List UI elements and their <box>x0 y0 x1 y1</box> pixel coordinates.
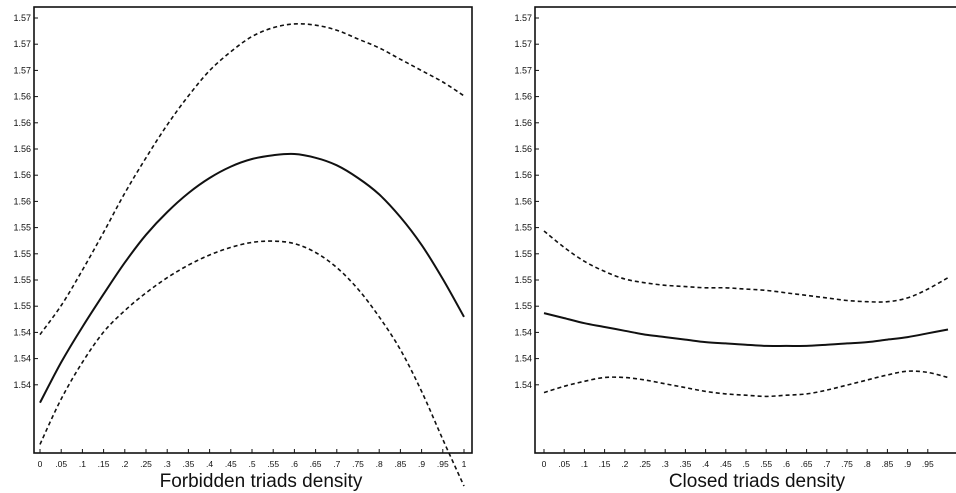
closed-triads-panel: 0 .05 .1 .15 .2 .25 .3 .35 .4 .45 .5 .55 .6 .65 .7 .75.… <box>514 6 956 492</box>
y-tick-label: 1.54 <box>514 380 532 390</box>
y-tick-label: 1.57 <box>13 65 31 75</box>
x-tick-label: .8 <box>376 459 383 469</box>
x-tick-label: .05 <box>558 459 570 469</box>
y-tick-label: 1.56 <box>514 170 532 180</box>
x-tick-label: .25 <box>140 459 152 469</box>
estimate-line <box>543 312 949 347</box>
x-tick-label: .45 <box>720 459 732 469</box>
x-tick-label: .65 <box>801 459 813 469</box>
x-tick-label: .3 <box>662 459 669 469</box>
x-tick-label: .7 <box>823 459 830 469</box>
y-tick-label: 1.56 <box>13 196 31 206</box>
series-group <box>543 230 949 398</box>
x-tick-label: .55 <box>267 459 279 469</box>
y-tick-label: 1.56 <box>13 118 31 128</box>
x-tick-label: .45 <box>225 459 237 469</box>
tick-group: 0 .05 .1 .15 .2 .25 .3 .35 .4 .45 .5 .55 .6 .65 .7 .75.… <box>514 13 934 469</box>
x-tick-label: .1 <box>79 459 86 469</box>
x-tick-label: .85 <box>394 459 406 469</box>
x-tick-label: .95 <box>437 459 449 469</box>
y-tick-label: 1.54 <box>13 327 31 337</box>
y-tick-label: 1.55 <box>514 223 532 233</box>
x-tick-label: .8 <box>864 459 871 469</box>
y-tick-label: 1.56 <box>13 144 31 154</box>
y-tick-label: 1.56 <box>13 170 31 180</box>
x-tick-label: .35 <box>182 459 194 469</box>
lower-bound-line <box>39 240 465 487</box>
x-tick-label: .75 <box>352 459 364 469</box>
lower-bound-line <box>543 370 949 398</box>
x-tick-label: .6 <box>291 459 298 469</box>
x-tick-label: 0 <box>38 459 43 469</box>
x-tick-label: .65 <box>310 459 322 469</box>
x-tick-label: .4 <box>206 459 213 469</box>
x-tick-label: .5 <box>742 459 749 469</box>
y-tick-label: 1.56 <box>514 196 532 206</box>
y-tick-label: 1.55 <box>13 249 31 259</box>
y-tick-label: 1.57 <box>514 65 532 75</box>
y-tick-label: 1.55 <box>13 301 31 311</box>
x-tick-label: 1 <box>462 459 467 469</box>
y-tick-label: 1.55 <box>13 275 31 285</box>
y-tick-label: 1.55 <box>514 301 532 311</box>
plot-frame <box>33 6 473 454</box>
y-tick-label: 1.57 <box>13 13 31 23</box>
upper-bound-line <box>543 230 949 303</box>
y-tick-label: 1.56 <box>514 144 532 154</box>
tick-group: 0 .05 .1 .15 .2 .25 .3 .35 .4 .45 .5 .55 .6 .65 .7 .75.… <box>13 13 466 469</box>
x-tick-label: .35 <box>679 459 691 469</box>
x-tick-label: .85 <box>881 459 893 469</box>
y-tick-label: 1.56 <box>13 92 31 102</box>
x-tick-label: .7 <box>333 459 340 469</box>
y-tick-label: 1.55 <box>514 249 532 259</box>
y-tick-label: 1.56 <box>514 92 532 102</box>
y-tick-label: 1.57 <box>514 39 532 49</box>
x-tick-label: .4 <box>702 459 709 469</box>
plot-frame <box>534 6 956 454</box>
y-tick-label: 1.54 <box>514 354 532 364</box>
y-tick-label: 1.55 <box>13 223 31 233</box>
x-tick-label: .3 <box>164 459 171 469</box>
x-tick-label: .6 <box>783 459 790 469</box>
x-axis-label: Forbidden triads density <box>160 471 363 492</box>
x-tick-label: .2 <box>621 459 628 469</box>
y-tick-label: 1.56 <box>514 118 532 128</box>
x-tick-label: .9 <box>904 459 911 469</box>
x-tick-label: .75 <box>841 459 853 469</box>
y-tick-label: 1.57 <box>13 39 31 49</box>
estimate-line <box>39 152 465 404</box>
x-tick-label: .25 <box>639 459 651 469</box>
x-tick-label: .05 <box>55 459 67 469</box>
y-tick-label: 1.54 <box>13 380 31 390</box>
x-axis-label: Closed triads density <box>669 471 846 492</box>
upper-bound-line <box>39 22 465 336</box>
x-tick-label: .5 <box>248 459 255 469</box>
x-tick-label: .15 <box>98 459 110 469</box>
x-tick-label: .95 <box>922 459 934 469</box>
x-tick-label: .55 <box>760 459 772 469</box>
forbidden-triads-panel: 0 .05 .1 .15 .2 .25 .3 .35 .4 .45 .5 .55 .6 .65 .7 .75.… <box>13 6 473 492</box>
series-group <box>39 22 465 487</box>
x-tick-label: .1 <box>581 459 588 469</box>
y-tick-label: 1.55 <box>514 275 532 285</box>
y-tick-label: 1.57 <box>514 13 532 23</box>
x-tick-label: .9 <box>418 459 425 469</box>
y-tick-label: 1.54 <box>13 354 31 364</box>
x-tick-label: .2 <box>121 459 128 469</box>
x-tick-label: .15 <box>599 459 611 469</box>
x-tick-label: 0 <box>542 459 547 469</box>
y-tick-label: 1.54 <box>514 327 532 337</box>
